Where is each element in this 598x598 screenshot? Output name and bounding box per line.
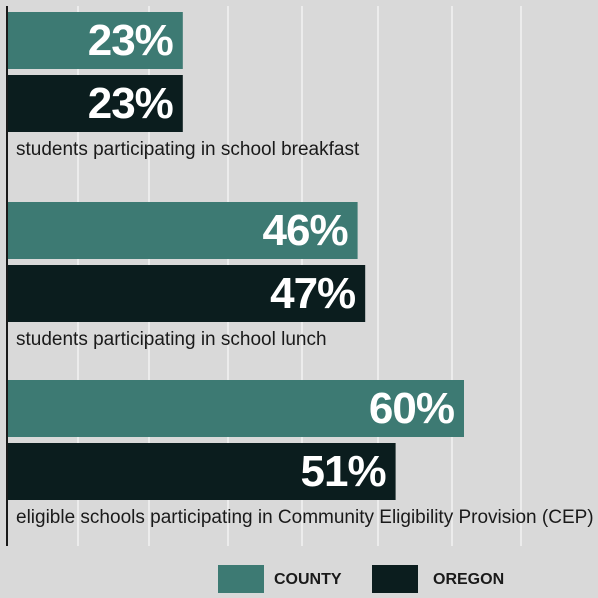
bar-value-label: 47% <box>270 269 355 318</box>
legend: COUNTY OREGON <box>218 565 504 593</box>
legend-label-oregon: OREGON <box>433 571 504 588</box>
bar-oregon-2 <box>8 443 396 500</box>
category-labels: students participating in school breakfa… <box>16 139 594 528</box>
bar-oregon-0 <box>8 75 183 132</box>
category-label: students participating in school breakfa… <box>16 139 360 160</box>
bars: 23% 23% 46% 47% 60% 51% <box>8 12 464 500</box>
category-label: eligible schools participating in Commun… <box>16 507 594 528</box>
bar-value-label: 23% <box>88 79 173 128</box>
bar-value-label: 60% <box>369 384 454 433</box>
bar-county-1 <box>8 202 358 259</box>
legend-swatch-oregon <box>372 565 418 593</box>
bar-value-label: 46% <box>263 206 348 255</box>
bar-oregon-1 <box>8 265 366 322</box>
bar-value-label: 51% <box>301 447 386 496</box>
bar-value-label: 23% <box>88 16 173 65</box>
category-label: students participating in school lunch <box>16 329 327 350</box>
legend-label-county: COUNTY <box>274 571 342 588</box>
bar-county-0 <box>8 12 183 69</box>
legend-swatch-county <box>218 565 264 593</box>
bar-county-2 <box>8 380 464 437</box>
